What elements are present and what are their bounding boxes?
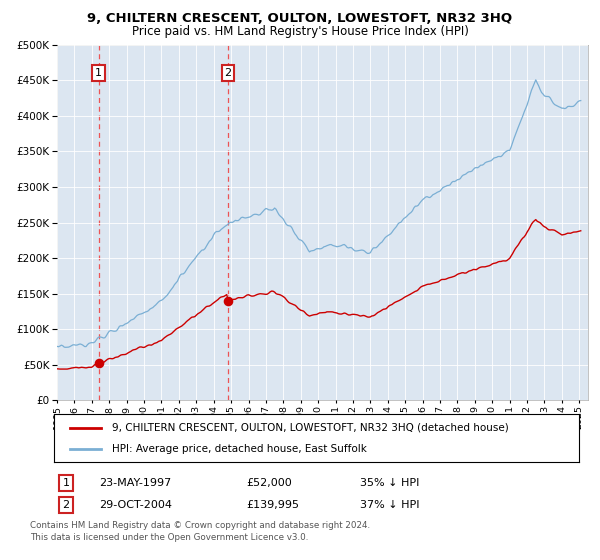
Text: This data is licensed under the Open Government Licence v3.0.: This data is licensed under the Open Gov…	[30, 533, 308, 542]
Text: 1: 1	[62, 478, 70, 488]
Text: 2: 2	[224, 68, 232, 78]
Text: Price paid vs. HM Land Registry's House Price Index (HPI): Price paid vs. HM Land Registry's House …	[131, 25, 469, 38]
Text: 9, CHILTERN CRESCENT, OULTON, LOWESTOFT, NR32 3HQ: 9, CHILTERN CRESCENT, OULTON, LOWESTOFT,…	[88, 12, 512, 25]
Text: 37% ↓ HPI: 37% ↓ HPI	[360, 500, 419, 510]
Text: 9, CHILTERN CRESCENT, OULTON, LOWESTOFT, NR32 3HQ (detached house): 9, CHILTERN CRESCENT, OULTON, LOWESTOFT,…	[112, 423, 509, 433]
Text: 1: 1	[95, 68, 102, 78]
Text: HPI: Average price, detached house, East Suffolk: HPI: Average price, detached house, East…	[112, 444, 367, 454]
Text: 2: 2	[62, 500, 70, 510]
Text: £139,995: £139,995	[246, 500, 299, 510]
Text: £52,000: £52,000	[246, 478, 292, 488]
Text: Contains HM Land Registry data © Crown copyright and database right 2024.: Contains HM Land Registry data © Crown c…	[30, 521, 370, 530]
Text: 23-MAY-1997: 23-MAY-1997	[99, 478, 171, 488]
Text: 29-OCT-2004: 29-OCT-2004	[99, 500, 172, 510]
Text: 35% ↓ HPI: 35% ↓ HPI	[360, 478, 419, 488]
Point	[223, 296, 233, 305]
Point	[94, 359, 103, 368]
